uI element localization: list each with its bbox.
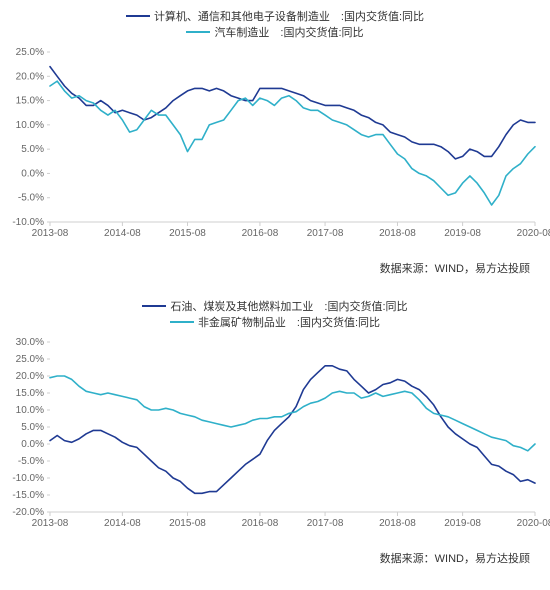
y-tick-label: -15.0% <box>12 490 44 501</box>
legend: 计算机、通信和其他电子设备制造业 :国内交货值:同比汽车制造业 :国内交货值:同… <box>0 0 550 42</box>
legend: 石油、煤炭及其他燃料加工业 :国内交货值:同比非金属矿物制品业 :国内交货值:同… <box>0 290 550 332</box>
y-tick-label: 0.0% <box>21 439 44 450</box>
y-tick-label: 5.0% <box>21 422 44 433</box>
x-tick-label: 2017-08 <box>307 228 344 239</box>
legend-label: 计算机、通信和其他电子设备制造业 :国内交货值:同比 <box>154 8 424 24</box>
x-tick-label: 2016-08 <box>242 518 279 529</box>
y-tick-label: -5.0% <box>18 456 44 467</box>
y-tick-label: -20.0% <box>12 507 44 518</box>
x-tick-label: 2013-08 <box>32 518 69 529</box>
y-tick-label: 10.0% <box>16 405 44 416</box>
source-text: 数据来源：WIND，易方达投顾 <box>0 542 550 580</box>
source-text: 数据来源：WIND，易方达投顾 <box>0 252 550 290</box>
x-tick-label: 2018-08 <box>379 228 416 239</box>
legend-swatch <box>126 15 150 17</box>
y-tick-label: -10.0% <box>12 473 44 484</box>
y-tick-label: 25.0% <box>16 354 44 365</box>
y-tick-label: 25.0% <box>16 47 44 58</box>
legend-label: 汽车制造业 :国内交货值:同比 <box>214 24 363 40</box>
y-tick-label: 10.0% <box>16 120 44 131</box>
x-tick-label: 2013-08 <box>32 228 69 239</box>
series-line-1 <box>50 81 535 205</box>
chart-block-1: 石油、煤炭及其他燃料加工业 :国内交货值:同比非金属矿物制品业 :国内交货值:同… <box>0 290 550 580</box>
x-tick-label: 2016-08 <box>242 228 279 239</box>
y-tick-label: -10.0% <box>12 217 44 228</box>
legend-swatch <box>142 305 166 307</box>
x-tick-label: 2019-08 <box>444 228 481 239</box>
y-tick-label: 20.0% <box>16 371 44 382</box>
chart-1: -20.0% -15.0% -10.0% -5.0% 0.0% 5.0% 10.0% 15.0… <box>0 332 550 542</box>
x-tick-label: 2018-08 <box>379 518 416 529</box>
legend-label: 石油、煤炭及其他燃料加工业 :国内交货值:同比 <box>170 298 407 314</box>
y-tick-label: 15.0% <box>16 388 44 399</box>
y-tick-label: 30.0% <box>16 337 44 348</box>
y-tick-label: 20.0% <box>16 71 44 82</box>
y-tick-label: 0.0% <box>21 168 44 179</box>
y-tick-label: -5.0% <box>18 193 44 204</box>
legend-label: 非金属矿物制品业 :国内交货值:同比 <box>198 314 380 330</box>
x-tick-label: 2015-08 <box>169 228 206 239</box>
chart-block-0: 计算机、通信和其他电子设备制造业 :国内交货值:同比汽车制造业 :国内交货值:同… <box>0 0 550 290</box>
x-tick-label: 2014-08 <box>104 518 141 529</box>
series-line-0 <box>50 366 535 494</box>
legend-item: 计算机、通信和其他电子设备制造业 :国内交货值:同比 <box>0 8 550 24</box>
x-tick-label: 2017-08 <box>307 518 344 529</box>
x-tick-label: 2020-08 <box>517 228 550 239</box>
legend-item: 非金属矿物制品业 :国内交货值:同比 <box>0 314 550 330</box>
x-tick-label: 2014-08 <box>104 228 141 239</box>
legend-swatch <box>170 321 194 323</box>
series-line-0 <box>50 67 535 159</box>
legend-item: 汽车制造业 :国内交货值:同比 <box>0 24 550 40</box>
x-tick-label: 2020-08 <box>517 518 550 529</box>
chart-0: -10.0% -5.0% 0.0% 5.0% 10.0% 15.0% 20.0% 25.0% 2… <box>0 42 550 252</box>
y-tick-label: 5.0% <box>21 144 44 155</box>
legend-item: 石油、煤炭及其他燃料加工业 :国内交货值:同比 <box>0 298 550 314</box>
y-tick-label: 15.0% <box>16 96 44 107</box>
x-tick-label: 2015-08 <box>169 518 206 529</box>
x-tick-label: 2019-08 <box>444 518 481 529</box>
legend-swatch <box>186 31 210 33</box>
